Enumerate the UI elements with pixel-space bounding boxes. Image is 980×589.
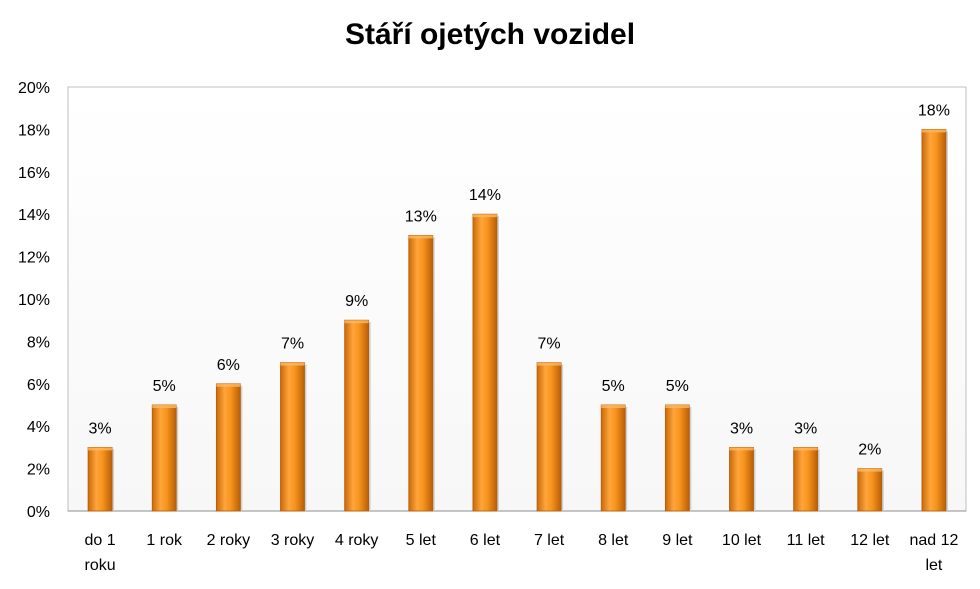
y-tick-label: 0%: [27, 504, 50, 521]
x-tick-label: 6 let: [470, 532, 501, 549]
y-tick-label: 2%: [27, 462, 50, 479]
bar: [857, 468, 883, 512]
bar: [151, 404, 177, 512]
bar-cap: [921, 129, 946, 133]
bar-cap: [793, 447, 818, 451]
y-tick-label: 14%: [18, 207, 50, 224]
x-tick-label: 9 let: [662, 532, 693, 549]
data-label: 7%: [538, 336, 561, 353]
data-label: 5%: [602, 378, 625, 395]
bar-cap: [408, 235, 433, 239]
bar-cap: [344, 320, 369, 324]
chart-title: Stáří ojetých vozidel: [344, 18, 636, 51]
bar: [472, 213, 498, 512]
x-tick-label: let: [925, 557, 942, 574]
bar: [729, 446, 754, 512]
data-label: 18%: [918, 102, 950, 119]
bar: [408, 234, 434, 512]
y-tick-label: 4%: [27, 419, 50, 436]
data-label: 5%: [153, 378, 176, 395]
y-tick-label: 20%: [18, 80, 50, 97]
data-label: 6%: [217, 357, 240, 374]
bar-cap: [601, 405, 626, 408]
x-tick-label: roku: [85, 557, 116, 574]
x-tick-label: 3 roky: [271, 532, 315, 549]
bar-cap: [152, 405, 177, 408]
x-tick-label: 4 roky: [335, 532, 379, 549]
bar: [664, 404, 690, 512]
data-label: 3%: [730, 420, 753, 437]
bar-cap: [665, 405, 690, 408]
plot-area: [67, 86, 967, 512]
data-label: 2%: [858, 442, 881, 459]
bar: [536, 362, 562, 512]
x-tick-label: do 1: [85, 532, 116, 549]
bars: [87, 128, 948, 512]
y-tick-label: 12%: [18, 250, 50, 267]
y-axis: 0% 2% 4% 6% 8% 10% 12% 14% 16% 18% 20%: [18, 80, 50, 521]
x-tick-label: 7 let: [534, 532, 565, 549]
x-tick-label: nad 12: [909, 532, 958, 549]
data-label: 5%: [666, 378, 689, 395]
bar: [600, 404, 626, 512]
bar: [215, 383, 241, 512]
data-labels: 3% 5% 6% 7% 9% 13% 14% 7% 5% 5% 3% 3% 2% 18%: [89, 102, 950, 458]
bar-cap: [472, 214, 497, 218]
bar-cap: [88, 447, 113, 451]
x-tick-label: 5 let: [406, 532, 437, 549]
x-tick-label: 12 let: [850, 532, 890, 549]
x-tick-label: 2 roky: [207, 532, 251, 549]
data-label: 7%: [281, 336, 304, 353]
x-tick-label: 8 let: [598, 532, 629, 549]
y-tick-label: 16%: [18, 165, 50, 182]
y-tick-label: 6%: [27, 377, 50, 394]
x-tick-label: 11 let: [787, 532, 826, 549]
plot-wall: [67, 86, 967, 512]
x-tick-label: 10 let: [722, 532, 762, 549]
x-axis: do 1 roku 1 rok 2 roky 3 roky 4 roky 5 let 6 le…: [85, 532, 959, 574]
data-label: 9%: [345, 293, 368, 310]
bar-cap: [857, 468, 882, 472]
data-label: 3%: [89, 420, 112, 437]
bar: [87, 446, 113, 512]
y-tick-label: 18%: [18, 122, 50, 139]
y-tick-label: 10%: [18, 292, 50, 309]
bar-cap: [216, 383, 241, 387]
bar: [280, 362, 305, 512]
x-tick-label: 1 rok: [146, 532, 183, 549]
bar-cap: [537, 362, 562, 366]
data-label: 14%: [469, 187, 501, 204]
bar: [793, 446, 819, 512]
data-label: 13%: [405, 208, 437, 225]
y-tick-label: 8%: [27, 334, 50, 351]
bar-cap: [280, 362, 305, 366]
data-label: 3%: [794, 420, 817, 437]
bar: [921, 128, 947, 512]
bar: [344, 319, 370, 512]
bar-cap: [729, 447, 754, 451]
